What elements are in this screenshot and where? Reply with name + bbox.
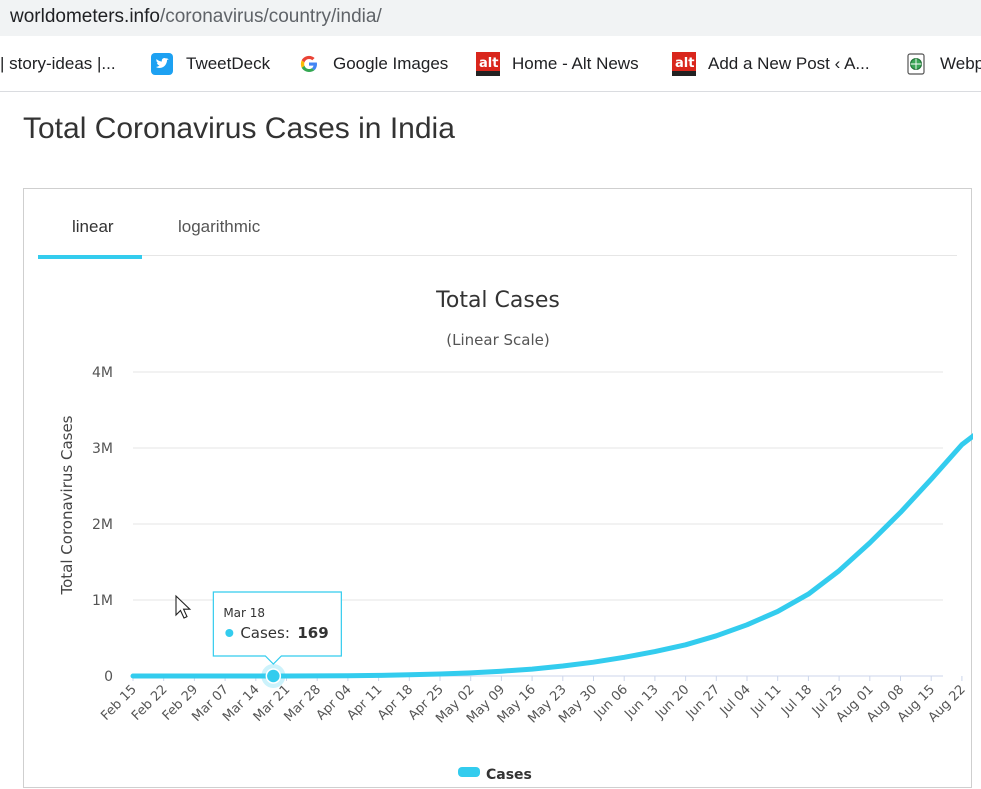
y-tick-label: 0: [104, 669, 113, 685]
address-bar[interactable]: worldometers.info/coronavirus/country/in…: [0, 0, 981, 36]
bookmark-story-ideas[interactable]: | story-ideas |...: [0, 52, 116, 76]
bookmark-google-images[interactable]: Google Images: [297, 52, 448, 76]
x-tick-label: Jun 27: [683, 682, 723, 722]
tooltip-date: Mar 18: [223, 606, 265, 620]
legend-swatch: [458, 767, 480, 777]
bookmark-label: Add a New Post ‹ A...: [708, 54, 870, 73]
legend-label: Cases: [486, 767, 532, 783]
tooltip-box: [212, 591, 342, 665]
tab-logarithmic[interactable]: logarithmic: [178, 217, 261, 236]
legend[interactable]: Cases: [458, 767, 532, 783]
scale-tabs: linear logarithmic: [38, 189, 957, 259]
bookmark-label: | story-ideas |...: [0, 54, 116, 73]
tooltip-label: Cases:: [240, 624, 290, 642]
tab-linear[interactable]: linear: [72, 217, 114, 236]
svg-text:alt: alt: [479, 56, 498, 71]
y-tick-label: 4M: [92, 365, 113, 381]
chart-subtitle: (Linear Scale): [446, 331, 549, 349]
bookmark-label: Google Images: [333, 54, 449, 73]
x-tick-label: Jul 04: [717, 682, 754, 719]
bookmark-label: Webp: [940, 54, 981, 73]
bookmark-label: Home - Alt News: [512, 54, 639, 73]
svg-text:alt: alt: [675, 56, 694, 71]
chart-card: linear logarithmic Total Cases (Linear S…: [23, 188, 973, 788]
y-tick-label: 1M: [92, 593, 113, 609]
page-title: Total Coronavirus Cases in India: [23, 112, 455, 145]
tooltip: Mar 18 Cases: 169: [175, 591, 342, 665]
bookmark-home-alt-news[interactable]: alt Home - Alt News: [476, 52, 639, 76]
y-axis-label: Total Coronavirus Cases: [58, 415, 76, 595]
x-tick-label: Jul 11: [748, 682, 785, 719]
twitter-icon: [150, 52, 174, 76]
active-tab-indicator: [38, 255, 142, 259]
y-tick-label: 2M: [92, 517, 113, 533]
mouse-cursor-icon: [175, 594, 192, 619]
total-cases-chart: Total Cases (Linear Scale) Total Coronav…: [58, 288, 973, 783]
globe-icon: [904, 52, 928, 76]
x-tick-label: Jun 06: [591, 682, 631, 722]
bookmark-tweetdeck[interactable]: TweetDeck: [150, 52, 270, 76]
bookmark-add-new-post[interactable]: alt Add a New Post ‹ A...: [672, 52, 870, 76]
altnews-icon: alt: [476, 52, 500, 76]
x-tick-label: Jul 18: [778, 682, 815, 719]
tooltip-value: 169: [297, 624, 328, 642]
highlight-point[interactable]: [265, 668, 282, 684]
url-host: worldometers.info: [10, 6, 160, 27]
bookmark-label: TweetDeck: [186, 54, 271, 73]
chart-title: Total Cases: [435, 288, 560, 313]
x-tick-label: Jun 13: [621, 682, 661, 722]
series-cases: [130, 433, 973, 688]
google-icon: [297, 52, 321, 76]
altnews-icon: alt: [672, 52, 696, 76]
bookmarks-bar: | story-ideas |... TweetDeck Google Imag…: [0, 36, 981, 92]
bookmark-webp[interactable]: Webp: [904, 52, 981, 76]
x-tick-label: Jun 20: [652, 682, 692, 722]
tooltip-marker: [225, 628, 234, 637]
y-axis-ticks: 0 1M 2M 3M 4M: [92, 365, 113, 685]
url-path: /coronavirus/country/india/: [159, 6, 382, 27]
y-tick-label: 3M: [92, 441, 113, 457]
